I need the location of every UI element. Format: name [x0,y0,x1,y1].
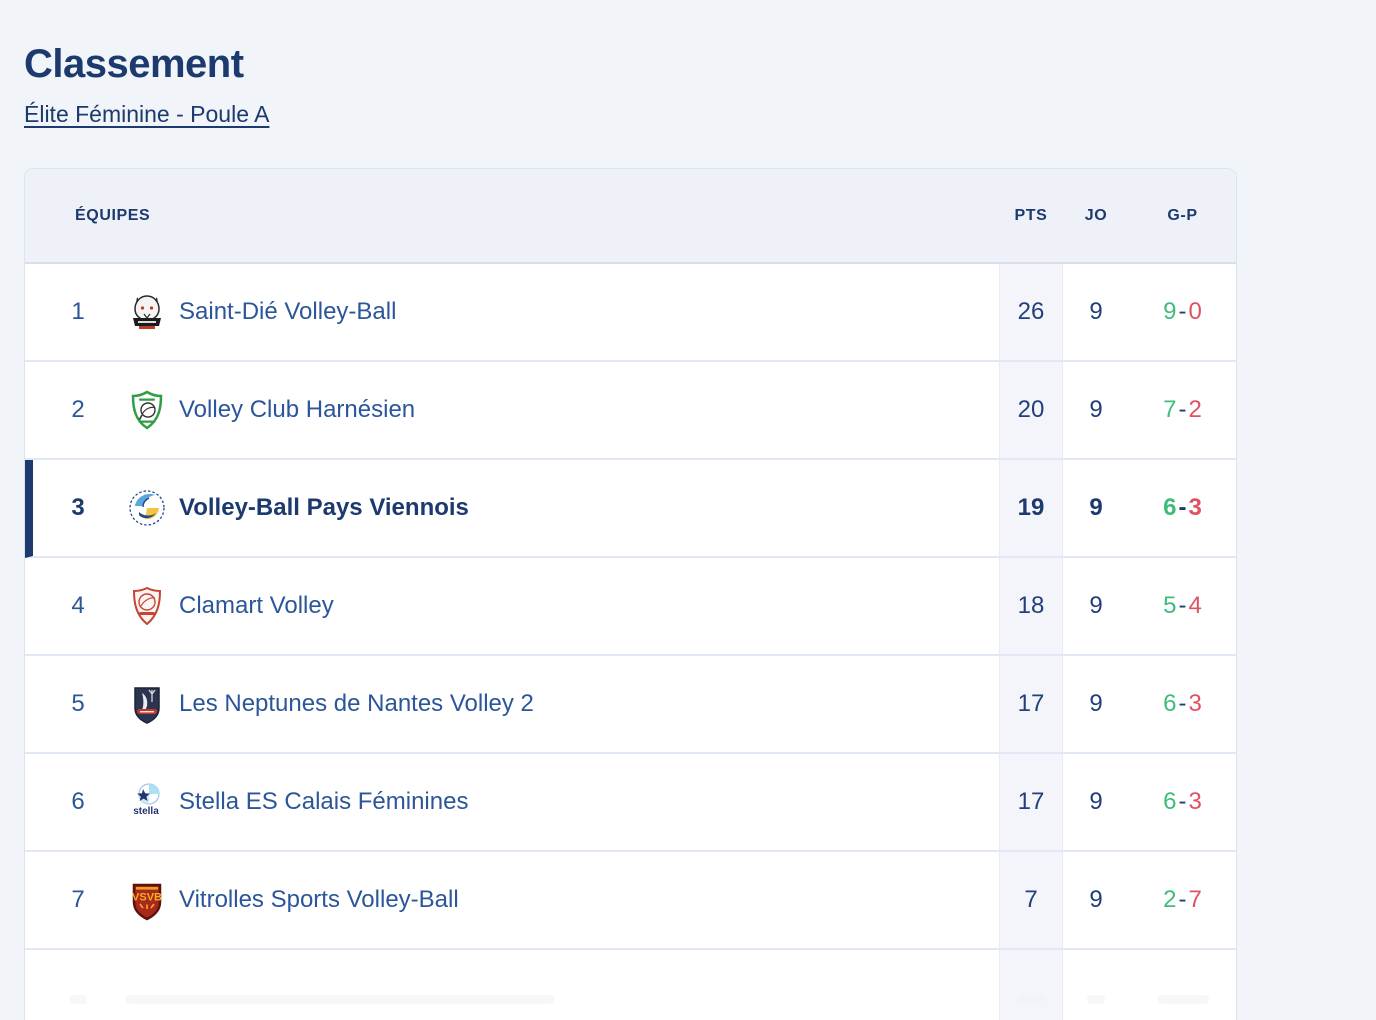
standings-table: ÉQUIPES PTS JO G-P 1 Saint-Dié Volley-Ba… [24,168,1237,1020]
gp-wins: 7 [1163,396,1177,423]
pts-cell: 18 [999,558,1063,654]
team-name-link[interactable]: Volley-Ball Pays Viennois [179,494,469,521]
gp-losses: 0 [1188,298,1202,325]
gp-losses: 4 [1188,592,1202,619]
jo-cell: 9 [1089,886,1103,913]
team-row: 5 Les Neptunes de Nantes Volley 2 17 9 6… [25,656,1236,754]
pool-link[interactable]: Élite Féminine - Poule A [24,101,270,127]
page-title: Classement [24,42,244,86]
rank-cell: 4 [71,592,85,619]
team-row: 6 stella Stella ES Calais Féminines 17 9… [25,754,1236,852]
jo-cell: 9 [1089,592,1103,619]
rank-cell: 6 [71,788,85,815]
team-name-link[interactable]: Volley Club Harnésien [179,396,416,423]
gp-cell: 5-4 [1129,592,1236,620]
team-name-link[interactable]: Vitrolles Sports Volley-Ball [179,886,459,913]
pts-cell: 17 [999,656,1063,752]
gp-sep: - [1178,298,1187,325]
team-name-link[interactable]: Clamart Volley [179,592,334,619]
gp-losses: 3 [1188,690,1202,717]
rank-cell: 3 [71,494,85,521]
header-jo: JO [1084,206,1108,224]
pts-cell: 17 [999,754,1063,850]
team-row: 3 Volley-Ball Pays Viennois 19 9 6-3 [25,460,1236,558]
rank-cell: 1 [71,298,85,325]
partial-team-name [125,994,555,1004]
partial-row [25,950,1236,1020]
gp-sep: - [1178,788,1187,815]
gp-sep: - [1178,592,1187,619]
team-row: 2 Volley Club Harnésien 20 9 7-2 [25,362,1236,460]
header-equipes: ÉQUIPES [75,206,151,224]
gp-wins: 6 [1163,690,1177,717]
gp-wins: 9 [1163,298,1177,325]
team-logo [125,388,169,432]
svg-text:VSVB: VSVB [132,892,162,904]
gp-wins: 2 [1163,886,1177,913]
jo-cell: 9 [1089,396,1103,423]
pts-cell: 26 [999,264,1063,360]
pts-cell: 7 [999,852,1063,948]
team-name-link[interactable]: Saint-Dié Volley-Ball [179,298,397,325]
team-row: 4 Clamart Volley 18 9 5-4 [25,558,1236,656]
team-logo: stella [125,780,169,824]
gp-sep: - [1178,494,1187,521]
gp-sep: - [1178,396,1187,423]
gp-losses: 2 [1188,396,1202,423]
rank-cell: 7 [71,886,85,913]
gp-cell: 6-3 [1129,494,1236,522]
gp-cell: 9-0 [1129,298,1236,326]
gp-wins: 6 [1163,494,1177,521]
team-logo [125,290,169,334]
gp-losses: 3 [1188,494,1202,521]
gp-losses: 3 [1188,788,1202,815]
table-body: 1 Saint-Dié Volley-Ball 26 9 9-0 2 Volle… [25,264,1236,1020]
rank-cell: 2 [71,396,85,423]
team-logo: VSVB [125,878,169,922]
team-row: 1 Saint-Dié Volley-Ball 26 9 9-0 [25,264,1236,362]
rank-cell: 5 [71,690,85,717]
gp-cell: 6-3 [1129,788,1236,816]
jo-cell: 9 [1089,494,1103,521]
jo-cell: 9 [1089,298,1103,325]
svg-text:stella: stella [133,806,159,817]
gp-wins: 6 [1163,788,1177,815]
gp-cell: 7-2 [1129,396,1236,424]
pts-cell: 20 [999,362,1063,458]
header-pts: PTS [1014,206,1048,224]
header-gp: G-P [1167,206,1198,224]
gp-sep: - [1178,886,1187,913]
table-header-row: ÉQUIPES PTS JO G-P [25,169,1236,264]
jo-cell: 9 [1089,690,1103,717]
team-logo [125,682,169,726]
team-name-link[interactable]: Stella ES Calais Féminines [179,788,469,815]
gp-cell: 6-3 [1129,690,1236,718]
gp-cell: 2-7 [1129,886,1236,914]
team-logo [125,584,169,628]
partial-rank [49,994,107,1004]
team-row: 7 VSVB Vitrolles Sports Volley-Ball 7 9 … [25,852,1236,950]
pts-cell: 19 [999,460,1063,556]
team-name-link[interactable]: Les Neptunes de Nantes Volley 2 [179,690,534,717]
jo-cell: 9 [1089,788,1103,815]
gp-losses: 7 [1188,886,1202,913]
team-logo [125,486,169,530]
gp-sep: - [1178,690,1187,717]
gp-wins: 5 [1163,592,1177,619]
